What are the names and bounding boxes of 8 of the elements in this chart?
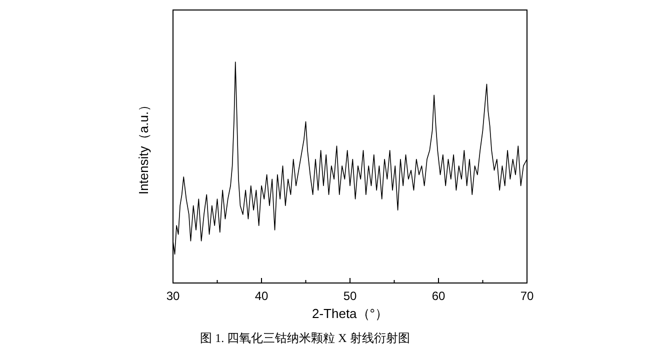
x-tick-label: 30 [166, 289, 180, 303]
x-tick-label: 40 [254, 289, 268, 303]
x-tick-label: 50 [343, 289, 357, 303]
x-axis-title: 2-Theta（°） [312, 306, 388, 321]
y-axis-title: Intensity（a.u.） [136, 98, 151, 195]
x-tick-label: 60 [432, 289, 446, 303]
caption: 图 1. 四氧化三钴纳米颗粒 X 射线衍射图 [200, 331, 410, 345]
x-tick-label: 70 [520, 289, 534, 303]
